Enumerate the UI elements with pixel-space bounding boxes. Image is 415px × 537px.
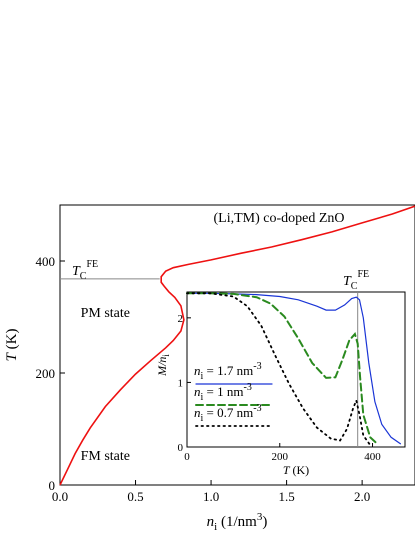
- main-x-axis-title: ni (1/nm3): [207, 511, 268, 533]
- fm-state-label: FM state: [81, 449, 130, 464]
- main-x-tick-label: 0.5: [127, 489, 143, 504]
- main-y-tick-label: 400: [36, 254, 56, 269]
- inset-plot: 0 200 400 0 1 2 ni = 1.7 nm-3ni = 1 nm-3ni =…: [155, 269, 406, 477]
- inset-curve-2: [186, 292, 372, 446]
- pm-state-label: PM state: [81, 306, 130, 321]
- main-x-tick-label: 2.0: [354, 489, 370, 504]
- inset-y-tick-label: 0: [178, 442, 184, 454]
- main-y-axis-title: T (K): [4, 329, 20, 362]
- legend-entry-1: ni = 1 nm-3: [194, 382, 273, 406]
- main-y-tick-label: 0: [49, 478, 56, 493]
- main-x-tick-label: 0.0: [52, 489, 68, 504]
- inset-legend: ni = 1.7 nm-3ni = 1 nm-3ni = 0.7 nm-3: [194, 361, 273, 427]
- main-x-tick-label: 1.0: [203, 489, 219, 504]
- inset-x-ticks: 0 200 400: [184, 443, 381, 463]
- inset-x-tick-label: 0: [184, 451, 190, 463]
- tc-fe-label: TCFE: [72, 259, 98, 282]
- inset-y-axis-title: M/ni: [155, 354, 171, 377]
- main-plot-frame: [59, 204, 415, 486]
- inset-curve-1: [186, 292, 379, 445]
- inset-y-ticks: 0 1 2: [178, 313, 191, 454]
- phase-boundary-curve: [59, 205, 415, 486]
- legend-entry-0: ni = 1.7 nm-3: [194, 361, 273, 385]
- main-x-tick-label: 1.5: [278, 489, 294, 504]
- inset-plot-frame: [186, 291, 406, 448]
- inset-background: [187, 292, 405, 447]
- inset-x-tick-label: 200: [272, 451, 289, 463]
- inset-x-axis-title: T (K): [283, 463, 309, 477]
- inset-x-tick-label: 400: [364, 451, 381, 463]
- inset-curves: [186, 292, 401, 446]
- legend-label: ni = 1.7 nm-3: [194, 361, 262, 382]
- legend-entry-2: ni = 0.7 nm-3: [194, 403, 273, 427]
- main-y-tick-label: 200: [36, 366, 56, 381]
- legend-label: ni = 1 nm-3: [194, 382, 252, 403]
- inset-curve-0: [186, 292, 401, 445]
- main-x-ticks: 0.0 0.5 1.0 1.5 2.0: [52, 480, 370, 504]
- inset-tc-fe-label: TCFE: [343, 269, 369, 292]
- inset-y-tick-label: 1: [178, 377, 184, 389]
- main-y-ticks: 0 200 400: [36, 254, 65, 493]
- material-annotation: (Li,TM) co-doped ZnO: [214, 211, 345, 226]
- inset-y-tick-label: 2: [178, 313, 184, 325]
- legend-label: ni = 0.7 nm-3: [194, 403, 262, 424]
